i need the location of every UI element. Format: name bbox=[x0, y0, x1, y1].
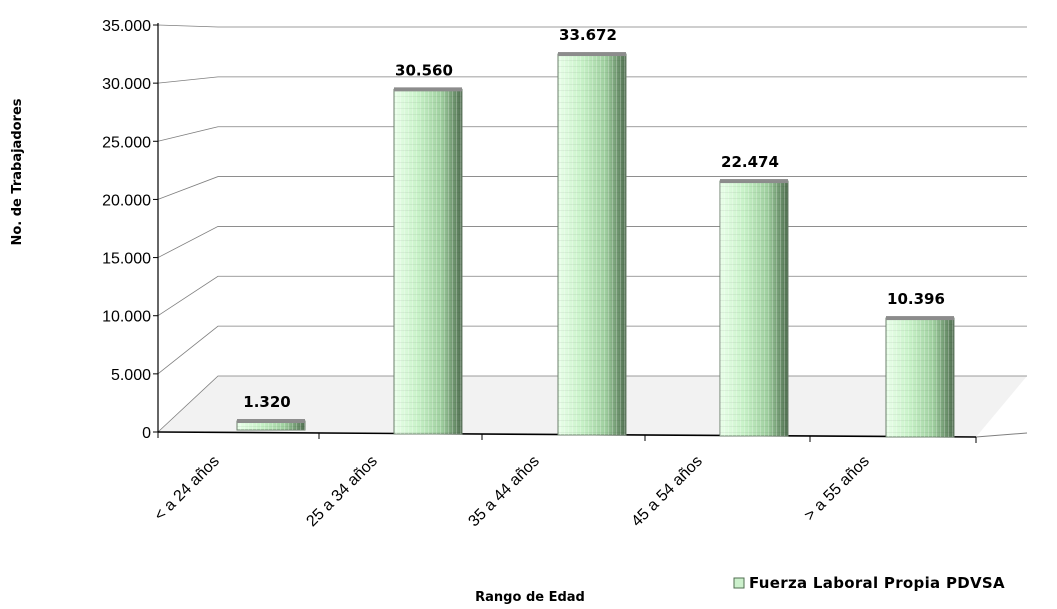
legend: Fuerza Laboral Propia PDVSA bbox=[733, 574, 1005, 592]
bar-top-4 bbox=[886, 316, 954, 321]
y-tick-label-6: 30.000 bbox=[102, 76, 151, 93]
y-tick-label-2: 10.000 bbox=[102, 309, 151, 326]
y-tick-labels: 0 5.000 10.000 15.000 20.000 25.000 30.000 35.0… bbox=[102, 18, 151, 442]
x-tick-label-4: > a 55 años bbox=[801, 453, 872, 524]
y-tick-label-4: 20.000 bbox=[102, 192, 151, 209]
side-wall bbox=[158, 25, 218, 432]
bar-3 bbox=[719, 179, 789, 437]
gridline-7 bbox=[157, 24, 1027, 28]
bar-2 bbox=[557, 52, 627, 436]
y-tick-label-1: 5.000 bbox=[111, 367, 151, 384]
bar-top-3 bbox=[720, 179, 788, 184]
bar-4 bbox=[885, 316, 955, 438]
x-tick-label-3: 45 a 54 años bbox=[628, 453, 705, 530]
y-tick-label-7: 35.000 bbox=[102, 18, 151, 35]
data-label-4: 10.396 bbox=[887, 290, 945, 308]
data-labels: 1.320 30.560 33.672 22.474 10.396 bbox=[243, 26, 945, 411]
bar-0 bbox=[236, 419, 306, 431]
gridline-6 bbox=[157, 76, 1027, 84]
gridline-4 bbox=[157, 176, 1027, 200]
bars bbox=[236, 52, 955, 438]
bar-texture-2 bbox=[558, 54, 626, 435]
floor-edge bbox=[975, 432, 1028, 438]
y-tick-label-0: 0 bbox=[142, 425, 151, 442]
data-label-0: 1.320 bbox=[243, 393, 290, 411]
x-tick-label-2: 35 a 44 años bbox=[465, 453, 542, 530]
y-tick-label-5: 25.000 bbox=[102, 134, 151, 151]
data-label-1: 30.560 bbox=[395, 61, 453, 79]
x-tick-labels: < a 24 años 25 a 34 años 35 a 44 años 45 a … bbox=[151, 453, 872, 530]
bar-texture-3 bbox=[720, 181, 788, 436]
bar-texture-1 bbox=[394, 89, 462, 434]
y-tick-label-3: 15.000 bbox=[102, 251, 151, 268]
bar-1 bbox=[393, 87, 463, 435]
x-axis-title: Rango de Edad bbox=[475, 590, 585, 605]
bar-top-0 bbox=[237, 419, 305, 424]
x-tick-label-0: < a 24 años bbox=[151, 453, 222, 524]
x-tick-label-1: 25 a 34 años bbox=[303, 453, 380, 530]
data-label-3: 22.474 bbox=[721, 153, 779, 171]
y-axis-title: No. de Trabajadores bbox=[10, 98, 25, 245]
bar-top-1 bbox=[394, 87, 462, 92]
bar-top-2 bbox=[558, 52, 626, 57]
bar-texture-4 bbox=[886, 318, 954, 437]
legend-swatch bbox=[733, 577, 745, 589]
bar-texture-0 bbox=[237, 421, 305, 430]
gridline-5 bbox=[157, 126, 1027, 142]
legend-label-series-1: Fuerza Laboral Propia PDVSA bbox=[749, 574, 1005, 592]
data-label-2: 33.672 bbox=[559, 26, 617, 44]
